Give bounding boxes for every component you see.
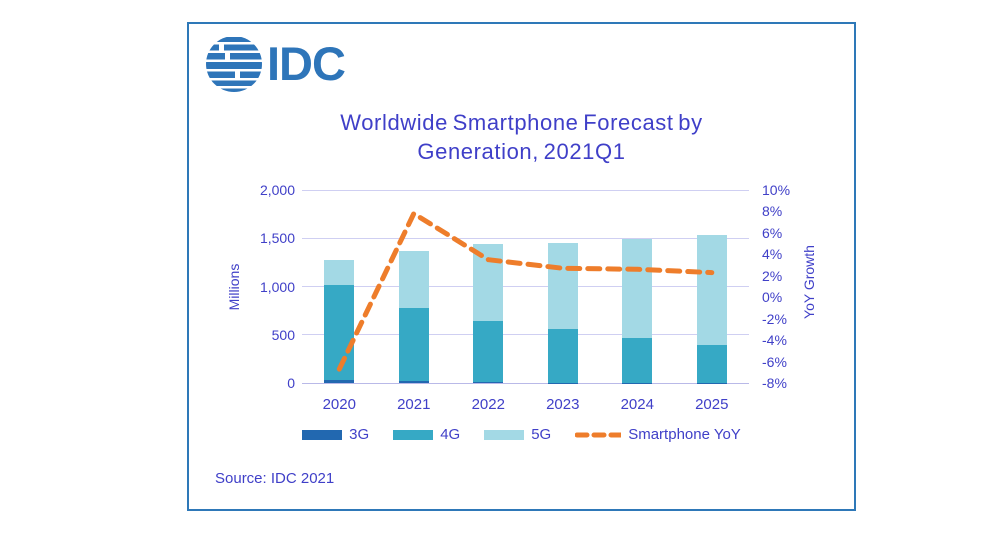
- bar-segment-5g-2023: [547, 242, 578, 329]
- right-axis-tick-label: 8%: [762, 203, 783, 220]
- bar-segment-5g-2025: [696, 234, 727, 345]
- bar-segment-4g-2022: [473, 321, 504, 383]
- chart-title: Worldwide Smartphone Forecast by Generat…: [189, 108, 854, 166]
- x-axis-label-2022: 2022: [471, 396, 505, 413]
- legend-label: 4G: [440, 426, 461, 443]
- legend-swatch-4g: [393, 429, 434, 440]
- legend-swatch-3g: [302, 429, 343, 440]
- legend-label: 5G: [531, 426, 552, 443]
- right-axis-tick-label: -8%: [762, 375, 787, 391]
- chart-frame: IDC Worldwide Smartphone Forecast by Gen…: [187, 22, 856, 511]
- right-axis-tick-label: -4%: [762, 332, 787, 349]
- gridline: [302, 189, 749, 191]
- right-axis-tick-label: 6%: [762, 224, 783, 241]
- bar-segment-3g-2022: [473, 382, 504, 383]
- yoy-growth-line: [336, 211, 715, 372]
- bar-segment-4g-2024: [622, 337, 653, 383]
- right-axis-tick-label: -6%: [762, 353, 787, 370]
- left-axis-tick-label: 2,000: [259, 182, 295, 198]
- left-axis-tick-label: 500: [271, 326, 295, 343]
- left-axis-tick-label: 0: [287, 375, 295, 391]
- idc-globe-icon: [206, 37, 262, 92]
- legend-label: 3G: [349, 426, 370, 443]
- legend-item-smartphone-yoy: Smartphone YoY: [575, 426, 741, 443]
- chart-title-line1: Worldwide Smartphone Forecast by: [340, 110, 703, 135]
- bar-segment-4g-2023: [547, 328, 578, 383]
- x-axis-label-2023: 2023: [546, 396, 580, 413]
- source-note: Source: IDC 2021: [215, 470, 335, 487]
- bar-segment-5g-2020: [324, 260, 355, 285]
- x-axis-label-2024: 2024: [620, 396, 654, 413]
- x-axis-label-2025: 2025: [695, 396, 729, 413]
- idc-logo-text: IDC: [267, 37, 346, 90]
- legend-item-4g: 4G: [393, 426, 460, 443]
- x-axis-line: [302, 382, 749, 384]
- left-axis-tick-label: 1,000: [259, 278, 295, 295]
- legend-swatch-5g: [484, 429, 525, 440]
- idc-logo: IDC: [205, 35, 346, 93]
- right-axis-tick-label: 10%: [762, 182, 791, 198]
- legend: 3G 4G 5G Smartphone YoY: [189, 426, 854, 443]
- legend-label: Smartphone YoY: [628, 426, 741, 443]
- plot-area: [302, 189, 749, 384]
- bar-segment-4g-2025: [696, 344, 727, 383]
- right-axis-tick-label: 4%: [762, 246, 783, 263]
- legend-dash-sample: [575, 432, 622, 437]
- legend-item-5g: 5G: [484, 426, 551, 443]
- gridline: [302, 237, 749, 239]
- bar-segment-3g-2021: [398, 381, 429, 383]
- bar-segment-5g-2021: [398, 250, 429, 308]
- bar-segment-3g-2020: [324, 380, 355, 383]
- gridline: [302, 334, 749, 336]
- x-axis-label-2021: 2021: [397, 396, 431, 413]
- x-axis-label-2020: 2020: [322, 396, 356, 413]
- bar-segment-4g-2021: [398, 307, 429, 382]
- right-axis-tick-label: 0%: [762, 289, 783, 306]
- bar-segment-5g-2022: [473, 244, 504, 322]
- legend-item-3g: 3G: [302, 426, 369, 443]
- bar-segment-5g-2024: [622, 238, 653, 338]
- right-axis-tick-label: 2%: [762, 267, 783, 284]
- left-axis-tick-label: 1,500: [259, 230, 295, 247]
- chart-title-line2: Generation, 2021Q1: [417, 139, 626, 164]
- right-axis-tick-label: -2%: [762, 310, 787, 327]
- gridline: [302, 286, 749, 287]
